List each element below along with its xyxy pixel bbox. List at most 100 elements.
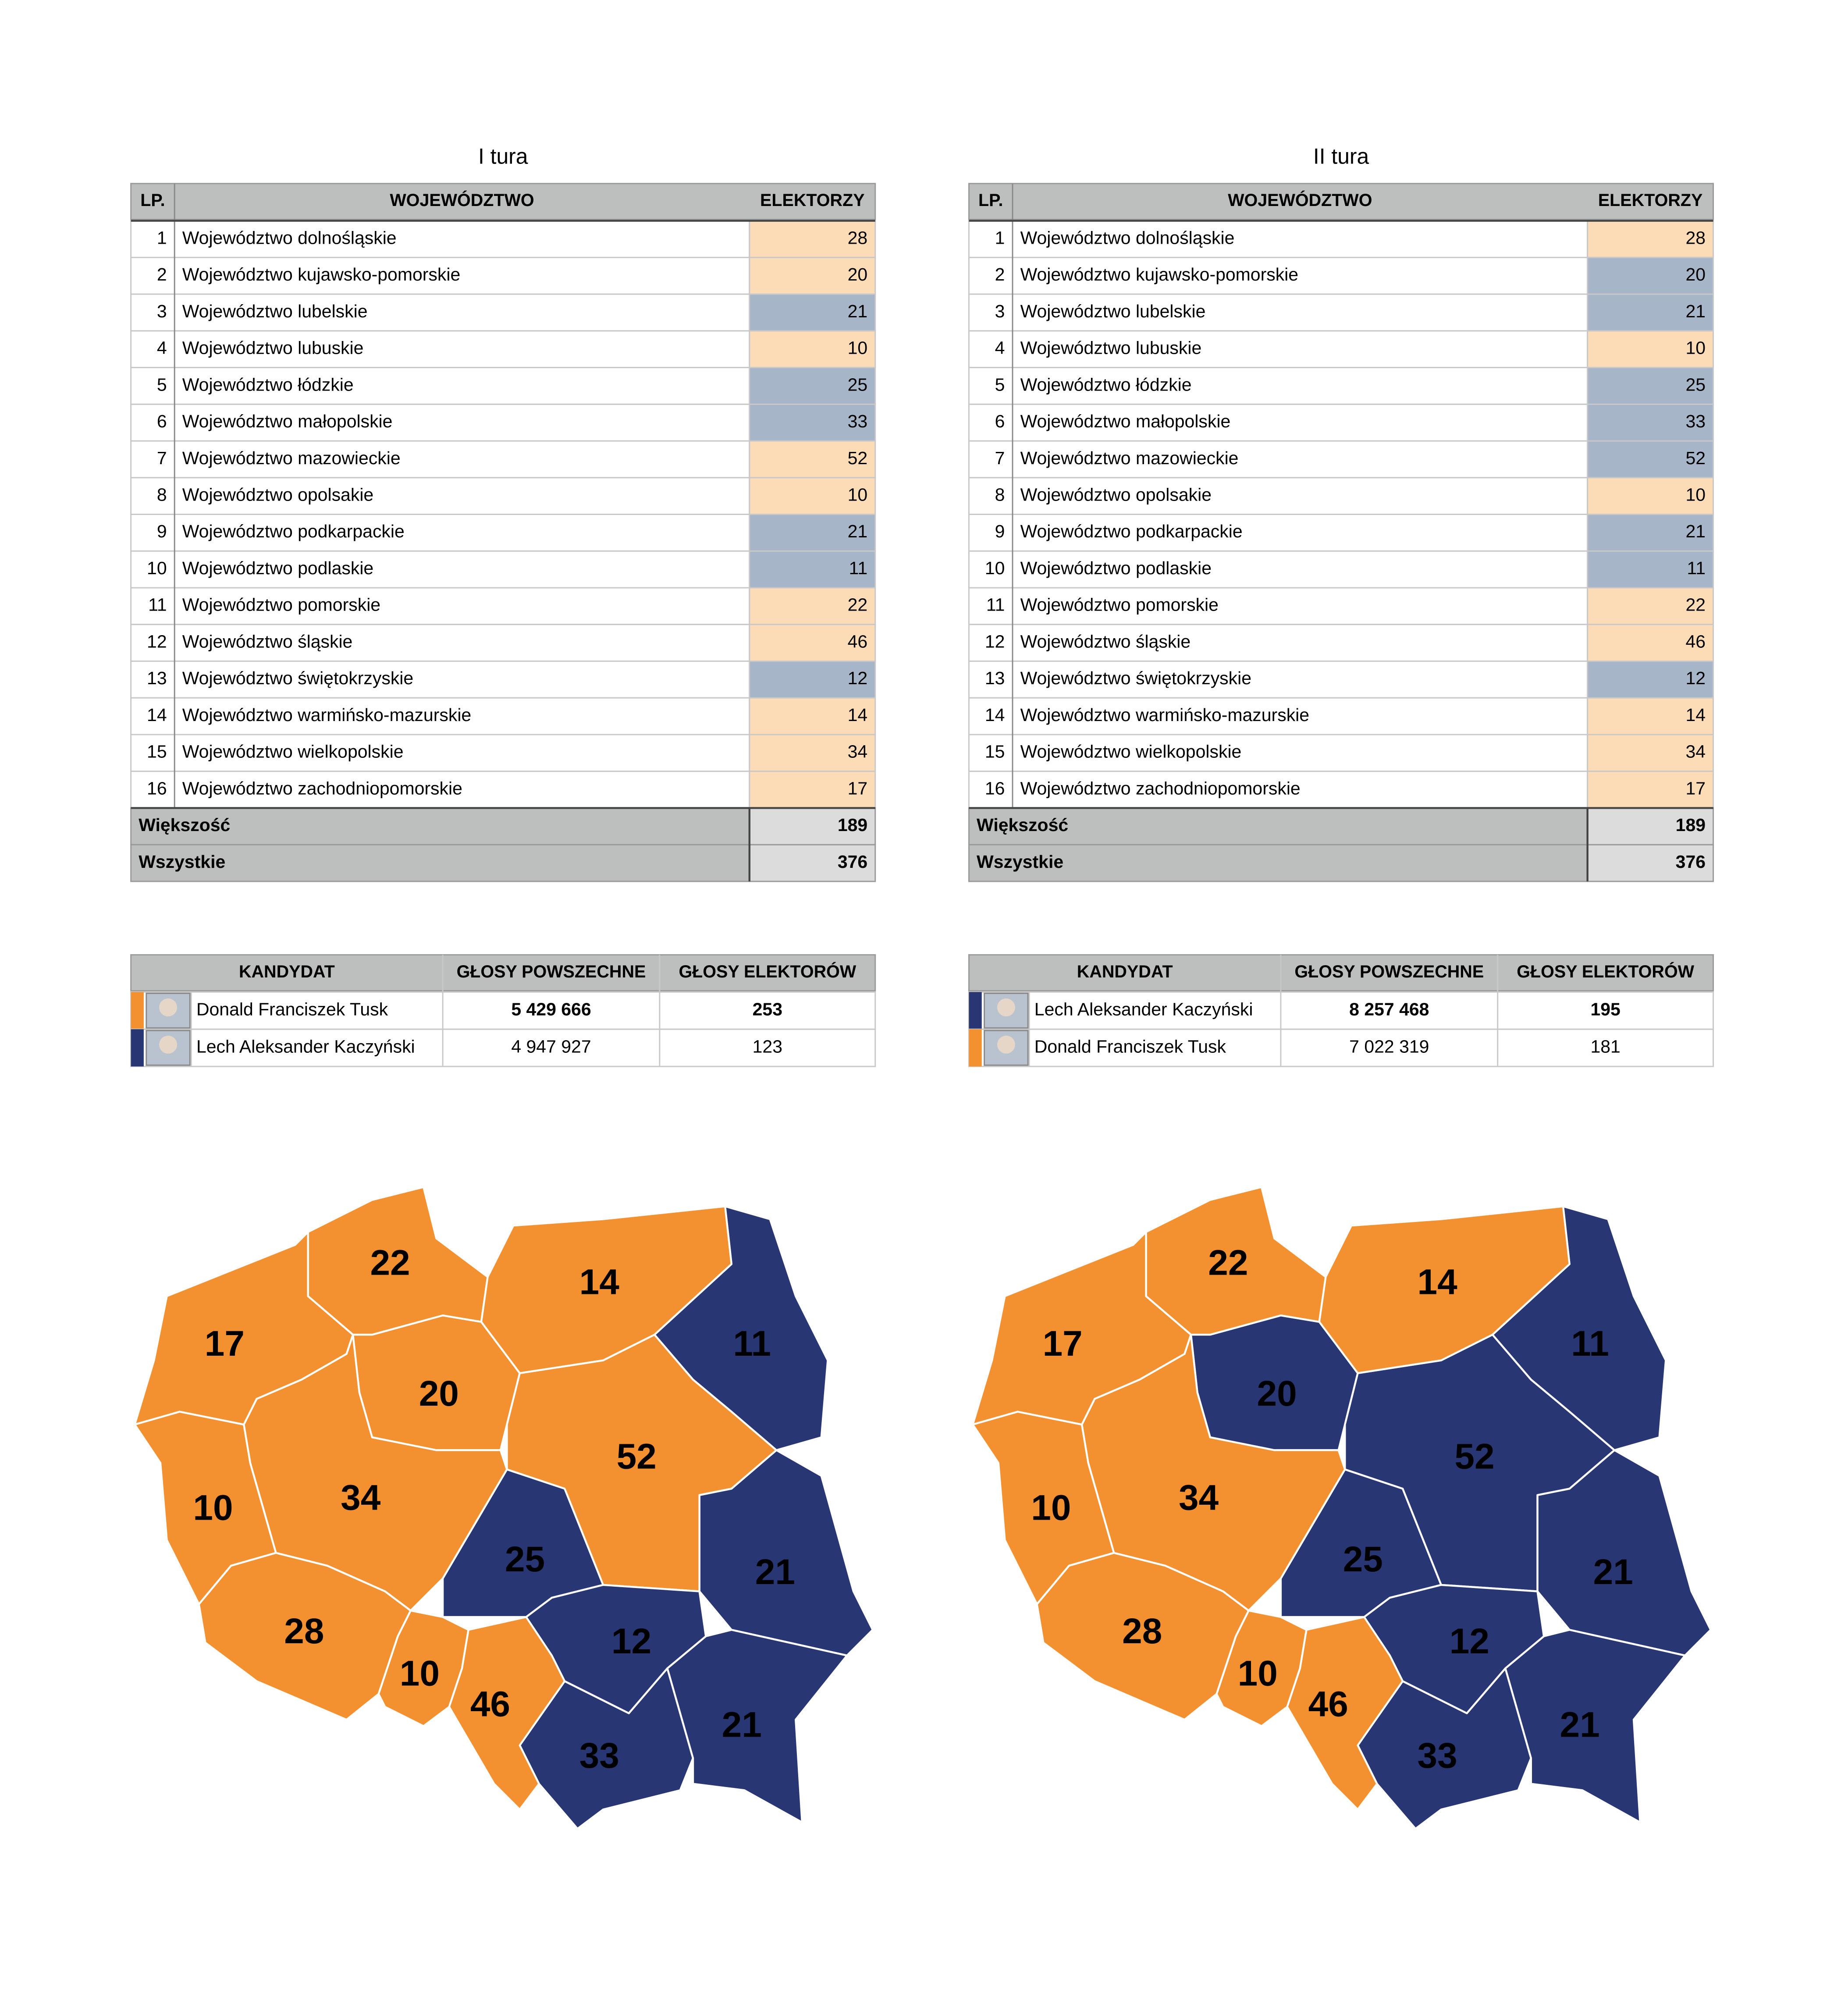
map-label: 22: [370, 1243, 410, 1283]
electors-value: 34: [1685, 742, 1706, 762]
row-bg: [130, 440, 750, 479]
province-name: Województwo kujawsko-pomorskie: [182, 264, 460, 284]
map-label: 46: [470, 1684, 510, 1724]
column-header: LP.: [140, 191, 165, 210]
electors-value: 33: [1685, 411, 1706, 431]
province-name: Województwo zachodniopomorskie: [1020, 778, 1301, 798]
summary-label: Wszystkie: [977, 852, 1063, 872]
row-number: 2: [995, 264, 1005, 284]
map-label: 25: [505, 1539, 545, 1579]
map-label: 21: [1593, 1552, 1633, 1592]
province-name: Województwo warmińsko-mazurskie: [182, 705, 471, 725]
row-number: 13: [985, 668, 1005, 688]
electors-value: 22: [848, 595, 868, 615]
row-number: 1: [157, 227, 167, 248]
province-name: Województwo pomorskie: [1020, 595, 1219, 615]
row-number: 10: [147, 558, 167, 578]
candidate-photo-face: [159, 998, 178, 1016]
map-region: [1215, 1610, 1308, 1727]
row-bg: [968, 734, 1589, 772]
row-bg: [968, 403, 1589, 442]
row-bg: [130, 330, 750, 369]
electors-value: 52: [1685, 448, 1706, 468]
summary-value-bg: [749, 844, 876, 882]
row-bg: [968, 587, 1589, 625]
popular-votes: 5 429 666: [511, 999, 591, 1020]
electors-value: 20: [1685, 264, 1706, 284]
summary-label: Większość: [139, 815, 230, 835]
candidate-name: Lech Aleksander Kaczyński: [1034, 999, 1253, 1020]
cand-row-bg: [968, 1028, 1714, 1067]
row-number: 2: [157, 264, 167, 284]
electors-value: 17: [1685, 778, 1706, 798]
province-name: Województwo lubuskie: [1020, 338, 1202, 358]
electors-value: 33: [848, 411, 868, 431]
popular-votes: 7 022 319: [1349, 1036, 1429, 1056]
cand-header-bg: [968, 954, 1714, 991]
province-name: Województwo lubelskie: [1020, 301, 1206, 321]
electors-value: 11: [849, 558, 868, 578]
electors-value: 12: [848, 668, 868, 688]
map-label: 28: [284, 1611, 324, 1651]
row-bg: [968, 514, 1589, 552]
map-region: [480, 1205, 733, 1375]
candidate-name: Donald Franciszek Tusk: [1034, 1036, 1226, 1056]
row-bg: [130, 661, 750, 699]
province-name: Województwo podlaskie: [182, 558, 373, 578]
column-header: ELEKTORZY: [760, 191, 865, 210]
row-number: 3: [995, 301, 1005, 321]
row-number: 16: [147, 778, 167, 798]
electors-cell: [1587, 550, 1714, 589]
province-name: Województwo łódzkie: [1020, 374, 1192, 394]
candidate-photo-face: [997, 998, 1015, 1016]
electors-value: 12: [1685, 668, 1706, 688]
map-label: 34: [341, 1478, 381, 1517]
cand-header-bg: [130, 954, 876, 991]
summary-value: 376: [838, 852, 867, 872]
electors-value: 10: [1685, 485, 1706, 505]
province-name: Województwo śląskie: [182, 631, 353, 651]
electors-value: 14: [848, 705, 868, 725]
electors-cell: [1587, 440, 1714, 479]
electors-value: 10: [848, 485, 868, 505]
popular-votes: 4 947 927: [511, 1036, 591, 1056]
summary-value: 189: [838, 815, 867, 835]
electors-value: 20: [848, 264, 868, 284]
row-number: 9: [995, 521, 1005, 541]
electors-cell: [749, 661, 876, 699]
column-header: ELEKTORZY: [1598, 191, 1703, 210]
electors-cell: [749, 330, 876, 369]
summary-value-bg: [749, 807, 876, 846]
province-name: Województwo zachodniopomorskie: [182, 778, 462, 798]
row-number: 15: [147, 742, 167, 762]
electoral-votes: 181: [1590, 1036, 1620, 1056]
map-label: 25: [1343, 1539, 1383, 1579]
province-name: Województwo małopolskie: [1020, 411, 1231, 431]
column-header: WOJEWÓDZTWO: [390, 191, 534, 210]
electors-cell: [1587, 771, 1714, 809]
row-bg: [968, 477, 1589, 515]
row-bg: [968, 550, 1589, 589]
electors-cell: [749, 587, 876, 625]
row-number: 6: [995, 411, 1005, 431]
electors-cell: [1587, 477, 1714, 515]
row-bg: [130, 403, 750, 442]
row-number: 13: [147, 668, 167, 688]
row-bg: [968, 771, 1589, 809]
electoral-votes: 195: [1590, 999, 1620, 1020]
province-name: Województwo małopolskie: [182, 411, 393, 431]
electors-value: 34: [848, 742, 868, 762]
row-bg: [130, 624, 750, 662]
row-number: 10: [985, 558, 1005, 578]
electors-cell: [1587, 330, 1714, 369]
electors-value: 17: [848, 778, 868, 798]
candidate-name: Donald Franciszek Tusk: [196, 999, 388, 1020]
row-number: 3: [157, 301, 167, 321]
electors-value: 21: [1685, 301, 1706, 321]
electors-value: 10: [1685, 338, 1706, 358]
map-label: 21: [722, 1705, 762, 1745]
electors-value: 46: [1685, 631, 1706, 651]
map-label: 14: [1418, 1262, 1458, 1302]
column-header: GŁOSY ELEKTORÓW: [1517, 962, 1694, 981]
